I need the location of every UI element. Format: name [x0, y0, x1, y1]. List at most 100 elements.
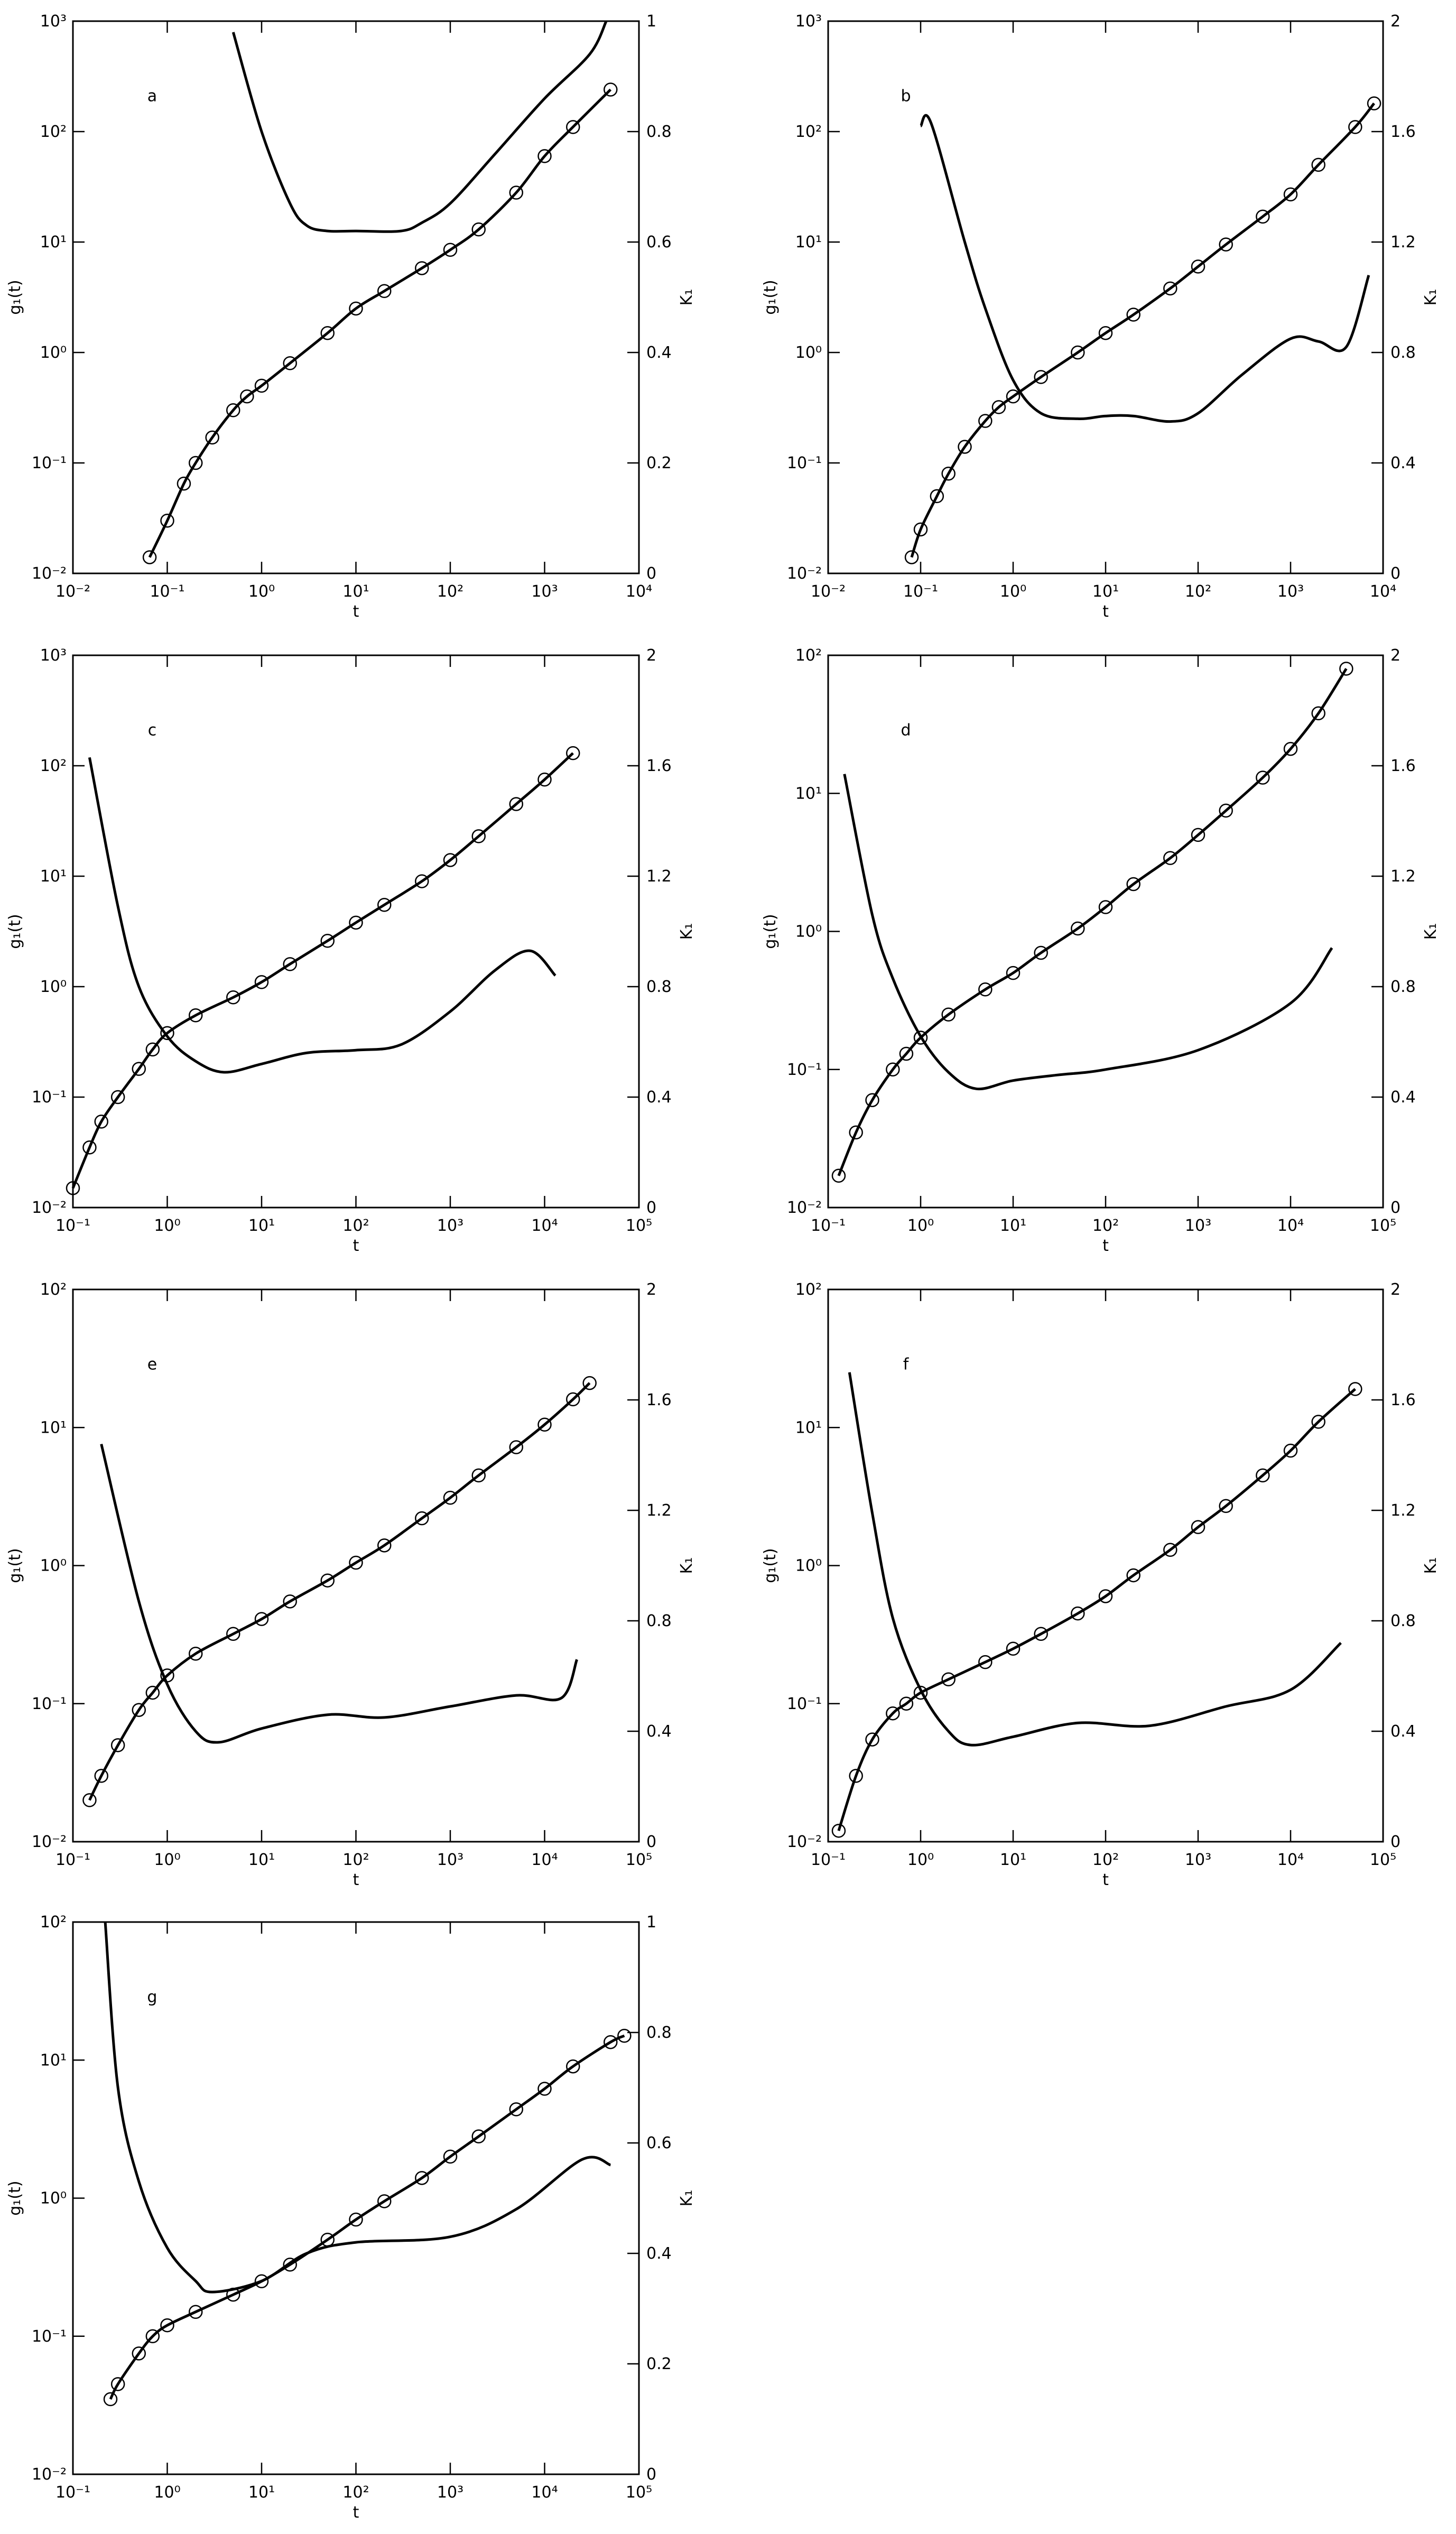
data-point: [1071, 345, 1085, 360]
plot-frame: [827, 20, 1384, 574]
data-point: [899, 1046, 914, 1061]
data-point: [415, 261, 429, 275]
x-axis-label: t: [353, 1237, 359, 1255]
data-point: [1219, 1499, 1233, 1514]
y-tick-label: 10⁻²: [787, 1199, 822, 1217]
y-tick-label: 10⁻²: [32, 1833, 67, 1851]
data-point: [1348, 1382, 1362, 1396]
y-tick-label: 10⁰: [795, 923, 822, 941]
x-tick-label: 10⁻¹: [811, 1217, 846, 1235]
panel-letter: e: [147, 1356, 157, 1374]
data-point: [132, 2346, 146, 2361]
x-tick-label: 10⁴: [531, 2483, 558, 2502]
data-point: [443, 243, 458, 257]
y-axis-label: g₁(t): [6, 914, 24, 949]
y-tick-label: 10²: [40, 1913, 67, 1932]
y2-tick-label: 1.2: [646, 867, 672, 886]
data-point: [978, 414, 993, 428]
k1-curve: [104, 1922, 611, 2294]
y-tick-label: 10⁻¹: [32, 1088, 67, 1107]
data-point: [899, 1696, 914, 1711]
y-axis-label: g₁(t): [761, 914, 780, 949]
x-tick-label: 10⁰: [907, 1851, 934, 1869]
data-point: [831, 1168, 846, 1183]
x-tick-label: 10¹: [342, 582, 369, 601]
data-point: [1098, 326, 1113, 340]
x-tick-label: 10⁻¹: [55, 1217, 90, 1235]
y2-tick-label: 0.8: [646, 978, 672, 996]
y-tick-label: 10⁻²: [32, 2465, 67, 2484]
x-tick-label: 10²: [342, 1851, 369, 1869]
data-point: [1283, 187, 1298, 202]
y2-axis-label: K₁: [1422, 1557, 1440, 1574]
data-point: [565, 2059, 580, 2074]
data-point: [320, 326, 335, 340]
x-tick-label: 10²: [342, 1217, 369, 1235]
x-axis-label: t: [353, 2503, 359, 2522]
data-point: [1191, 259, 1205, 274]
data-point: [283, 356, 297, 370]
x-tick-label: 10⁰: [907, 1217, 934, 1235]
data-point: [537, 1417, 552, 1432]
data-point: [471, 1468, 486, 1483]
y2-tick-label: 0.8: [646, 2024, 672, 2042]
data-point: [537, 149, 552, 163]
y2-tick-label: 0.4: [646, 1722, 672, 1741]
x-tick-label: 10⁵: [626, 2483, 652, 2502]
g1-curve: [148, 88, 612, 558]
x-tick-label: 10⁻²: [811, 582, 846, 601]
data-point: [415, 1511, 429, 1526]
plot-frame: [827, 1288, 1384, 1843]
y-axis-label: g₁(t): [6, 280, 24, 314]
y2-tick-label: 2: [646, 1280, 656, 1299]
plot-frame: [72, 1288, 640, 1843]
data-point: [110, 1738, 125, 1752]
data-point: [1256, 771, 1270, 785]
y-axis-label: g₁(t): [761, 280, 780, 314]
g1-curve: [88, 1382, 591, 1801]
x-tick-label: 10²: [437, 582, 463, 601]
y2-tick-label: 1.6: [1390, 123, 1416, 141]
data-point: [132, 1062, 146, 1076]
y-tick-label: 10⁻¹: [787, 1695, 822, 1713]
x-tick-label: 10³: [1277, 582, 1304, 601]
y2-tick-label: 0.4: [646, 1088, 672, 1107]
x-tick-label: 10²: [1092, 1851, 1119, 1869]
data-point: [1219, 803, 1233, 818]
x-axis-label: t: [1102, 602, 1109, 621]
y2-tick-label: 1.2: [646, 1501, 672, 1520]
data-point: [145, 1685, 160, 1700]
y-tick-label: 10¹: [795, 1418, 822, 1437]
data-point: [913, 522, 928, 537]
panel-letter: c: [148, 721, 157, 740]
x-tick-label: 10³: [1185, 1217, 1211, 1235]
data-point: [160, 514, 174, 528]
x-axis-label: t: [353, 602, 359, 621]
y2-tick-label: 1.6: [1390, 1391, 1416, 1409]
y2-tick-label: 2: [1390, 12, 1401, 31]
x-tick-label: 10²: [1185, 582, 1211, 601]
y-tick-label: 10⁰: [40, 2189, 67, 2208]
y-tick-label: 10¹: [40, 2051, 67, 2069]
data-point: [991, 400, 1006, 414]
y2-tick-label: 0: [1390, 1199, 1401, 1217]
data-point: [1163, 281, 1177, 296]
y-axis-label: g₁(t): [761, 1548, 780, 1583]
data-point: [471, 829, 486, 843]
x-tick-label: 10⁴: [531, 1851, 558, 1869]
data-point: [941, 467, 956, 481]
y2-tick-label: 0: [646, 1833, 656, 1851]
data-point: [188, 456, 203, 470]
plot-frame: [72, 654, 640, 1209]
plot-frame: [72, 20, 640, 574]
x-axis-label: t: [1102, 1871, 1109, 1889]
y2-axis-label: K₁: [678, 289, 696, 306]
x-axis-label: t: [353, 1871, 359, 1889]
x-tick-label: 10⁵: [626, 1217, 652, 1235]
data-point: [188, 1008, 203, 1023]
data-point: [145, 1042, 160, 1057]
data-point: [471, 2129, 486, 2143]
data-point: [865, 1093, 879, 1107]
panel-letter: a: [147, 87, 157, 106]
y-tick-label: 10¹: [40, 867, 67, 886]
